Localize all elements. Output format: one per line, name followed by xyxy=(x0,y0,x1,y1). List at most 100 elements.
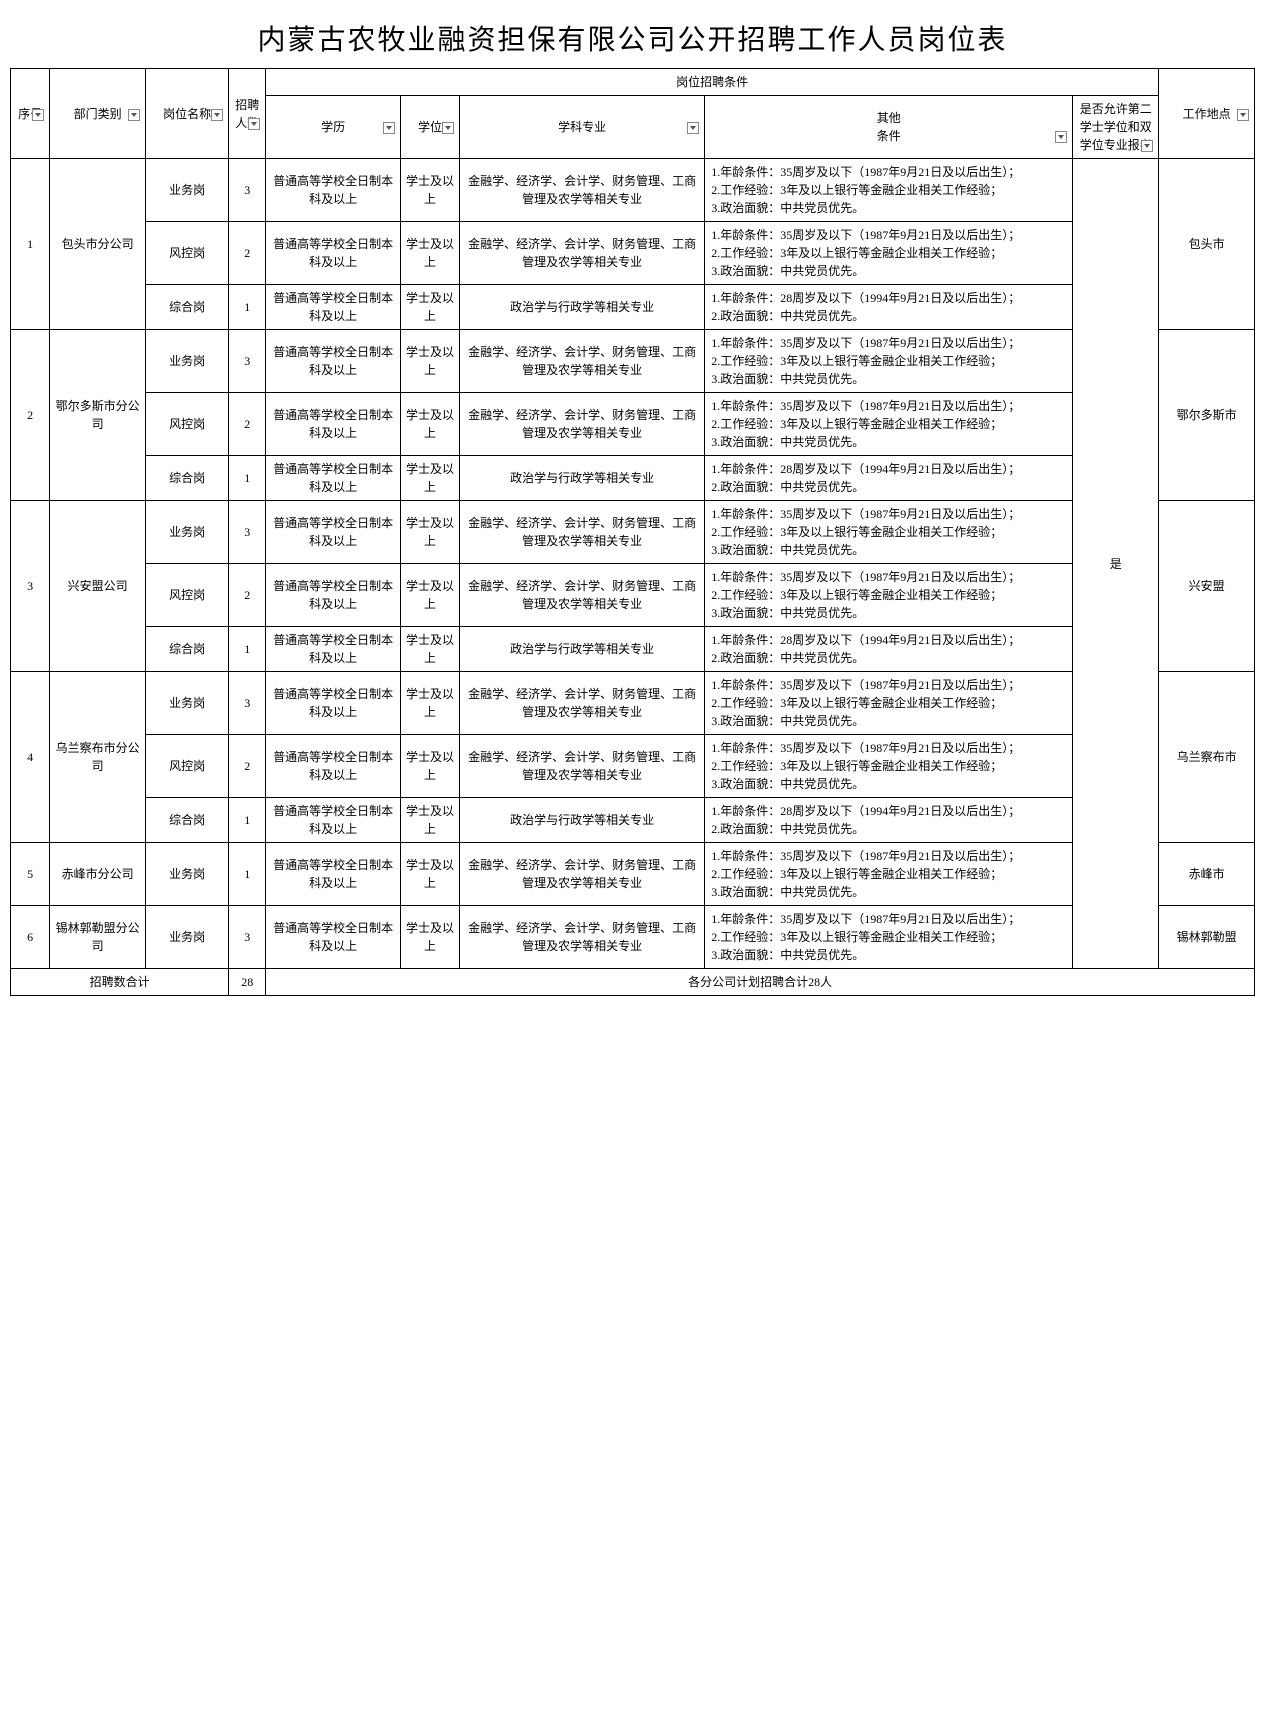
cell-loc: 乌兰察布市 xyxy=(1159,672,1255,843)
cell-num: 2 xyxy=(229,564,266,627)
col-allow[interactable]: 是否允许第二学士学位和双学位专业报考 xyxy=(1073,96,1159,159)
cell-edu: 普通高等学校全日制本科及以上 xyxy=(266,672,401,735)
cell-other: 1.年龄条件：35周岁及以下（1987年9月21日及以后出生）； 2.工作经验：… xyxy=(705,672,1073,735)
cell-other: 1.年龄条件：35周岁及以下（1987年9月21日及以后出生）； 2.工作经验：… xyxy=(705,159,1073,222)
cell-other: 1.年龄条件：28周岁及以下（1994年9月21日及以后出生）； 2.政治面貌：… xyxy=(705,285,1073,330)
cell-num: 1 xyxy=(229,843,266,906)
cell-deg: 学士及以上 xyxy=(401,330,460,393)
table-row: 风控岗2普通高等学校全日制本科及以上学士及以上金融学、经济学、会计学、财务管理、… xyxy=(11,222,1255,285)
cell-pos: 风控岗 xyxy=(145,393,228,456)
footer-note: 各分公司计划招聘合计28人 xyxy=(266,969,1255,996)
cell-major: 金融学、经济学、会计学、财务管理、工商管理及农学等相关专业 xyxy=(459,906,704,969)
cell-deg: 学士及以上 xyxy=(401,501,460,564)
cell-other: 1.年龄条件：35周岁及以下（1987年9月21日及以后出生）； 2.工作经验：… xyxy=(705,222,1073,285)
filter-icon[interactable] xyxy=(1237,109,1249,121)
col-dept[interactable]: 部门类别 xyxy=(50,69,146,159)
cell-pos: 风控岗 xyxy=(145,222,228,285)
filter-icon[interactable] xyxy=(211,109,223,121)
cell-other: 1.年龄条件：35周岁及以下（1987年9月21日及以后出生）； 2.工作经验：… xyxy=(705,564,1073,627)
filter-icon[interactable] xyxy=(248,118,260,130)
cell-edu: 普通高等学校全日制本科及以上 xyxy=(266,627,401,672)
cell-num: 1 xyxy=(229,627,266,672)
table-row: 4乌兰察布市分公司业务岗3普通高等学校全日制本科及以上学士及以上金融学、经济学、… xyxy=(11,672,1255,735)
filter-icon[interactable] xyxy=(687,122,699,134)
cell-dept: 锡林郭勒盟分公司 xyxy=(50,906,146,969)
cell-major: 金融学、经济学、会计学、财务管理、工商管理及农学等相关专业 xyxy=(459,501,704,564)
cell-deg: 学士及以上 xyxy=(401,798,460,843)
cell-pos: 风控岗 xyxy=(145,564,228,627)
cell-num: 1 xyxy=(229,285,266,330)
table-row: 6锡林郭勒盟分公司业务岗3普通高等学校全日制本科及以上学士及以上金融学、经济学、… xyxy=(11,906,1255,969)
filter-icon[interactable] xyxy=(128,109,140,121)
cell-deg: 学士及以上 xyxy=(401,672,460,735)
cell-major: 金融学、经济学、会计学、财务管理、工商管理及农学等相关专业 xyxy=(459,735,704,798)
table-row: 2鄂尔多斯市分公司业务岗3普通高等学校全日制本科及以上学士及以上金融学、经济学、… xyxy=(11,330,1255,393)
cell-seq: 6 xyxy=(11,906,50,969)
col-seq[interactable]: 序号 xyxy=(11,69,50,159)
filter-icon[interactable] xyxy=(32,109,44,121)
col-deg[interactable]: 学位 xyxy=(401,96,460,159)
cell-num: 2 xyxy=(229,735,266,798)
filter-icon[interactable] xyxy=(1141,140,1153,152)
cell-other: 1.年龄条件：28周岁及以下（1994年9月21日及以后出生）； 2.政治面貌：… xyxy=(705,798,1073,843)
table-row: 5赤峰市分公司业务岗1普通高等学校全日制本科及以上学士及以上金融学、经济学、会计… xyxy=(11,843,1255,906)
col-pos[interactable]: 岗位名称 xyxy=(145,69,228,159)
cell-major: 政治学与行政学等相关专业 xyxy=(459,285,704,330)
col-edu[interactable]: 学历 xyxy=(266,96,401,159)
cell-edu: 普通高等学校全日制本科及以上 xyxy=(266,798,401,843)
cell-edu: 普通高等学校全日制本科及以上 xyxy=(266,843,401,906)
table-body: 1包头市分公司业务岗3普通高等学校全日制本科及以上学士及以上金融学、经济学、会计… xyxy=(11,159,1255,969)
cell-other: 1.年龄条件：35周岁及以下（1987年9月21日及以后出生）； 2.工作经验：… xyxy=(705,330,1073,393)
footer-label: 招聘数合计 xyxy=(11,969,229,996)
table-row: 综合岗1普通高等学校全日制本科及以上学士及以上政治学与行政学等相关专业1.年龄条… xyxy=(11,627,1255,672)
cell-major: 金融学、经济学、会计学、财务管理、工商管理及农学等相关专业 xyxy=(459,222,704,285)
cell-major: 政治学与行政学等相关专业 xyxy=(459,798,704,843)
filter-icon[interactable] xyxy=(442,122,454,134)
cell-major: 金融学、经济学、会计学、财务管理、工商管理及农学等相关专业 xyxy=(459,159,704,222)
cell-pos: 业务岗 xyxy=(145,843,228,906)
cell-seq: 4 xyxy=(11,672,50,843)
table-row: 综合岗1普通高等学校全日制本科及以上学士及以上政治学与行政学等相关专业1.年龄条… xyxy=(11,456,1255,501)
cell-other: 1.年龄条件：35周岁及以下（1987年9月21日及以后出生）； 2.工作经验：… xyxy=(705,393,1073,456)
table-row: 综合岗1普通高等学校全日制本科及以上学士及以上政治学与行政学等相关专业1.年龄条… xyxy=(11,285,1255,330)
footer-total: 28 xyxy=(229,969,266,996)
cell-other: 1.年龄条件：28周岁及以下（1994年9月21日及以后出生）； 2.政治面貌：… xyxy=(705,627,1073,672)
cell-pos: 业务岗 xyxy=(145,501,228,564)
cell-edu: 普通高等学校全日制本科及以上 xyxy=(266,906,401,969)
col-cond-group: 岗位招聘条件 xyxy=(266,69,1159,96)
cell-num: 3 xyxy=(229,330,266,393)
cell-allow: 是 xyxy=(1073,159,1159,969)
cell-deg: 学士及以上 xyxy=(401,843,460,906)
table-row: 风控岗2普通高等学校全日制本科及以上学士及以上金融学、经济学、会计学、财务管理、… xyxy=(11,564,1255,627)
cell-other: 1.年龄条件：35周岁及以下（1987年9月21日及以后出生）； 2.工作经验：… xyxy=(705,735,1073,798)
cell-deg: 学士及以上 xyxy=(401,159,460,222)
cell-loc: 包头市 xyxy=(1159,159,1255,330)
cell-seq: 1 xyxy=(11,159,50,330)
col-num[interactable]: 招聘人数 xyxy=(229,69,266,159)
cell-deg: 学士及以上 xyxy=(401,456,460,501)
cell-seq: 3 xyxy=(11,501,50,672)
filter-icon[interactable] xyxy=(1055,131,1067,143)
col-other[interactable]: 其他 条件 xyxy=(705,96,1073,159)
cell-num: 2 xyxy=(229,222,266,285)
cell-edu: 普通高等学校全日制本科及以上 xyxy=(266,393,401,456)
cell-pos: 业务岗 xyxy=(145,672,228,735)
filter-icon[interactable] xyxy=(383,122,395,134)
col-major[interactable]: 学科专业 xyxy=(459,96,704,159)
cell-edu: 普通高等学校全日制本科及以上 xyxy=(266,330,401,393)
footer-row: 招聘数合计 28 各分公司计划招聘合计28人 xyxy=(11,969,1255,996)
col-loc[interactable]: 工作地点 xyxy=(1159,69,1255,159)
cell-edu: 普通高等学校全日制本科及以上 xyxy=(266,456,401,501)
cell-deg: 学士及以上 xyxy=(401,393,460,456)
cell-other: 1.年龄条件：28周岁及以下（1994年9月21日及以后出生）； 2.政治面貌：… xyxy=(705,456,1073,501)
cell-other: 1.年龄条件：35周岁及以下（1987年9月21日及以后出生）； 2.工作经验：… xyxy=(705,906,1073,969)
cell-deg: 学士及以上 xyxy=(401,906,460,969)
cell-loc: 锡林郭勒盟 xyxy=(1159,906,1255,969)
cell-pos: 综合岗 xyxy=(145,456,228,501)
cell-pos: 业务岗 xyxy=(145,159,228,222)
cell-dept: 鄂尔多斯市分公司 xyxy=(50,330,146,501)
cell-loc: 赤峰市 xyxy=(1159,843,1255,906)
cell-major: 金融学、经济学、会计学、财务管理、工商管理及农学等相关专业 xyxy=(459,330,704,393)
cell-num: 3 xyxy=(229,501,266,564)
table-row: 风控岗2普通高等学校全日制本科及以上学士及以上金融学、经济学、会计学、财务管理、… xyxy=(11,393,1255,456)
